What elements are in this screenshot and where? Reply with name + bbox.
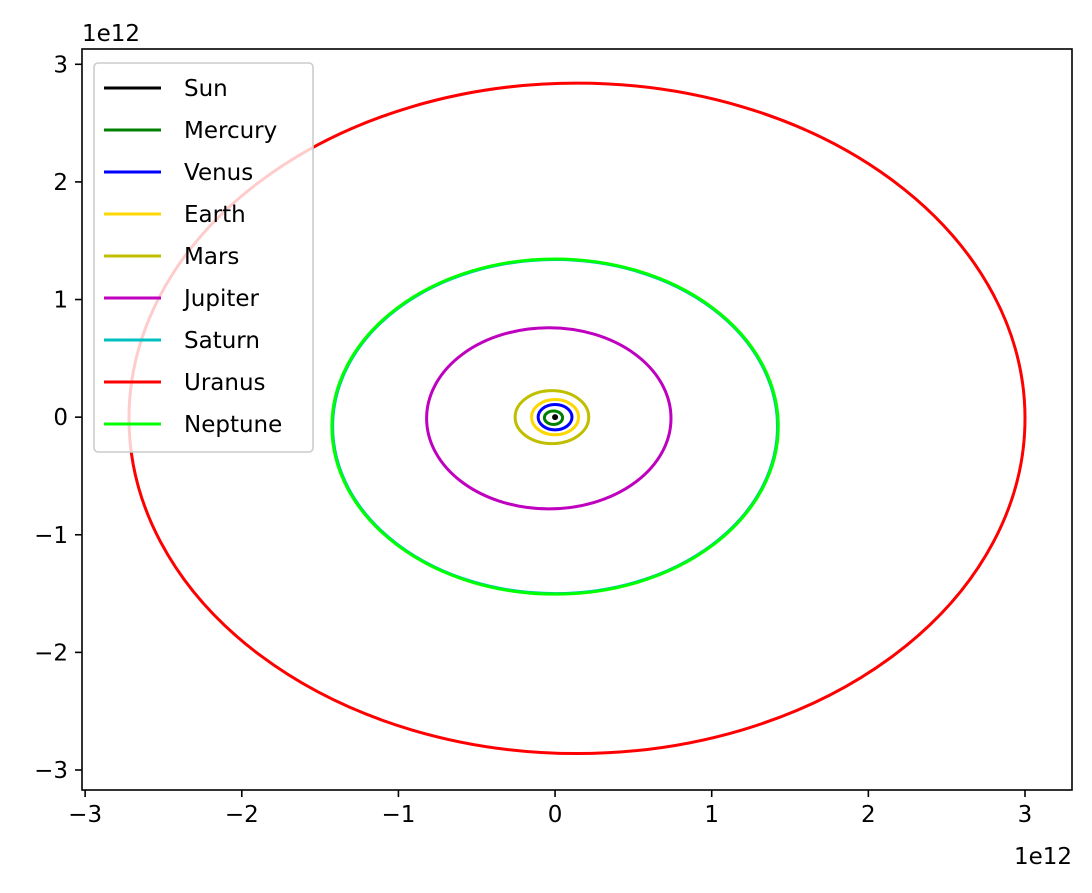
orbit-mercury	[542, 409, 565, 426]
legend-label-jupiter: Jupiter	[182, 286, 260, 312]
x-tick-label: −2	[225, 802, 259, 828]
x-tick-label: 0	[548, 802, 563, 828]
y-tick-label: 1	[53, 288, 68, 314]
y-tick-label: 0	[53, 405, 68, 431]
y-tick-label: 3	[53, 52, 68, 78]
orbit-venus	[536, 402, 574, 432]
x-tick-label: 2	[861, 802, 876, 828]
x-axis-ticks: −3 −2 −1 0 1 2 3	[68, 790, 1032, 828]
legend-label-mercury: Mercury	[184, 118, 277, 144]
x-tick-label: 3	[1018, 802, 1033, 828]
x-offset-label: 1e12	[1014, 844, 1072, 870]
y-offset-label: 1e12	[82, 21, 140, 47]
plot-frame	[81, 48, 1073, 791]
y-tick-label: −3	[34, 758, 68, 784]
x-tick-label: 1	[704, 802, 719, 828]
orbit-jupiter	[425, 326, 673, 511]
legend-label-earth: Earth	[184, 202, 246, 228]
y-tick-label: −2	[34, 640, 68, 666]
legend-label-sun: Sun	[184, 76, 228, 102]
orbit-earth	[530, 398, 581, 437]
orbit-neptune	[330, 257, 780, 596]
y-tick-label: 2	[53, 170, 68, 196]
legend-label-venus: Venus	[184, 160, 253, 186]
y-axis-ticks: −3 −2 −1 0 1 2 3	[34, 52, 82, 784]
legend-label-uranus: Uranus	[184, 370, 266, 396]
y-tick-label: −1	[34, 523, 68, 549]
orbit-sun	[552, 414, 559, 421]
legend: Sun Mercury Venus Earth Mars Jupiter Saturn Ura…	[93, 62, 314, 453]
legend-label-saturn: Saturn	[184, 328, 260, 354]
legend-label-mars: Mars	[184, 244, 239, 270]
legend-box	[93, 62, 314, 453]
x-tick-label: −3	[68, 802, 102, 828]
x-tick-label: −1	[381, 802, 415, 828]
legend-label-neptune: Neptune	[184, 412, 282, 438]
orbit-mars	[513, 389, 591, 446]
